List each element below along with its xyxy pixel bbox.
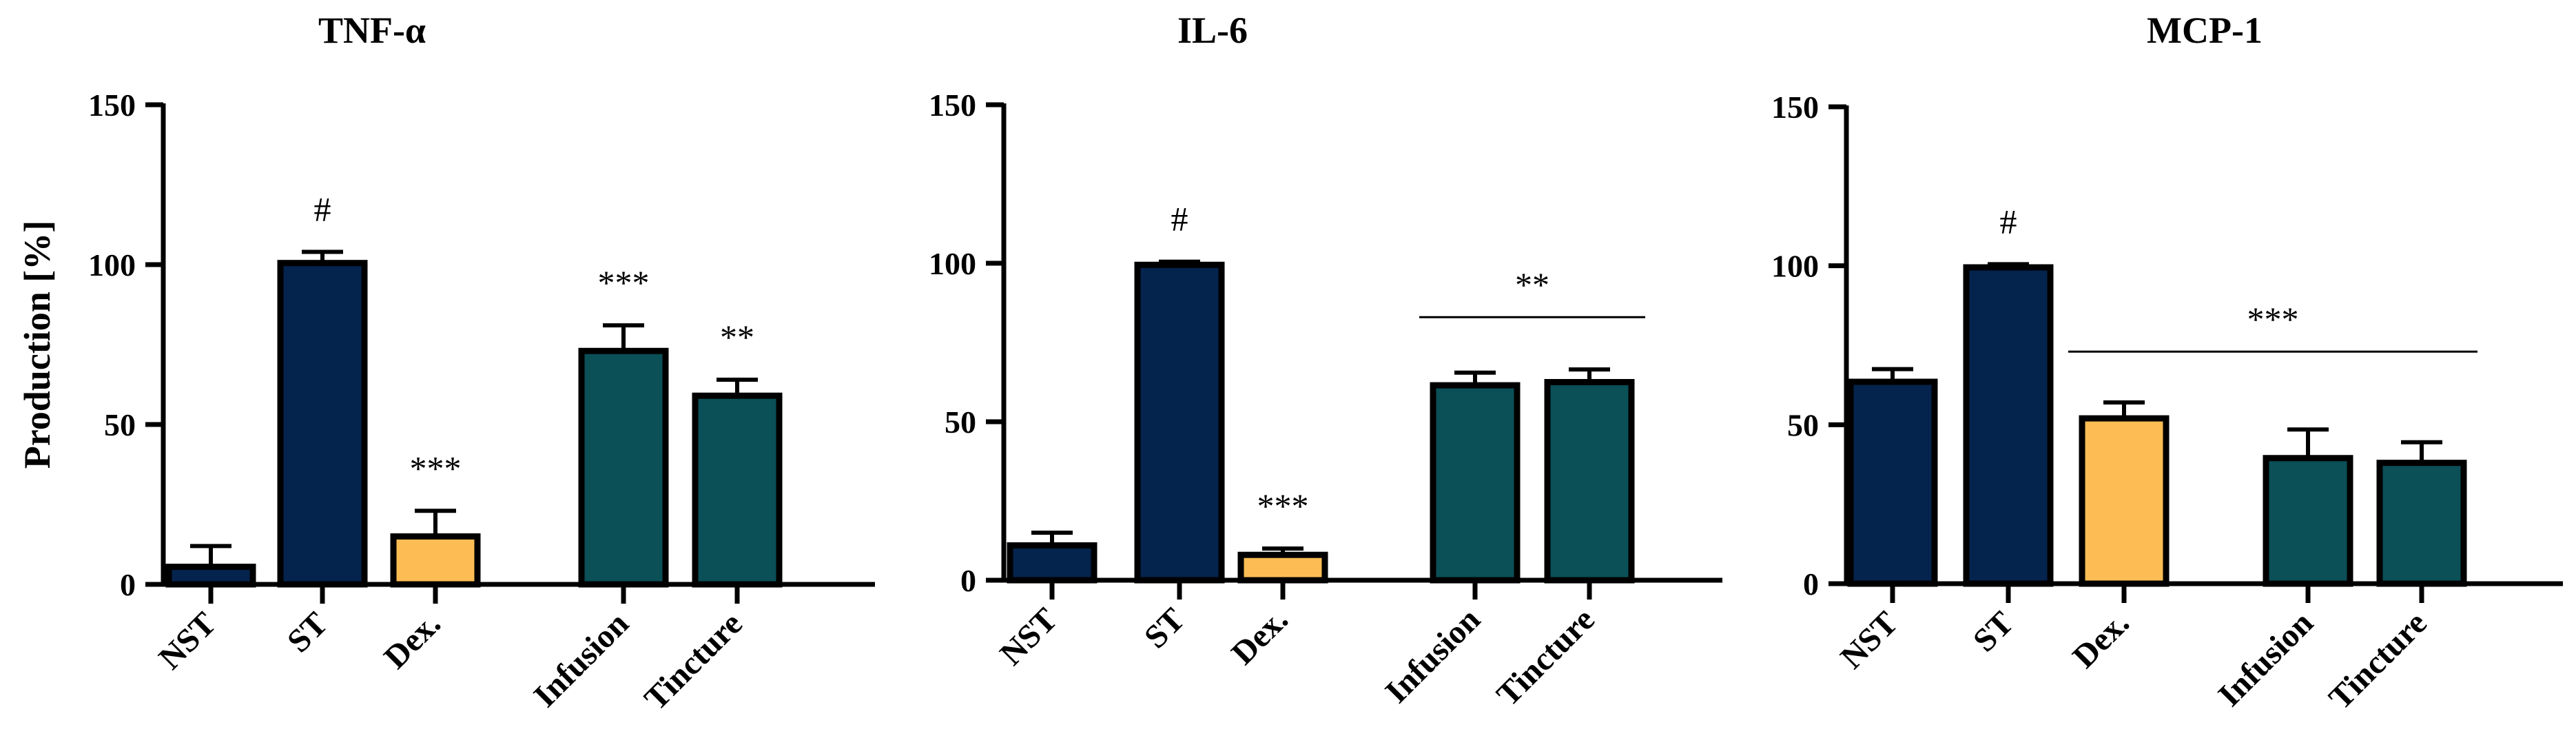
- significance-annotation: ***: [1257, 487, 1309, 525]
- category-label: Dex.: [377, 605, 448, 676]
- bar-tincture: [2376, 460, 2467, 587]
- y-tick-label: 50: [945, 405, 976, 440]
- bar-infusion: [1430, 382, 1521, 584]
- bar-st: [277, 260, 368, 588]
- y-tick-label: 150: [1771, 90, 1819, 125]
- bar-nst: [1847, 378, 1938, 587]
- y-tick-label: 0: [960, 563, 976, 598]
- chart-panel-il-6: IL-6 0 50 100 150 NST ST # Dex. *** Infusion Tinctu…: [929, 10, 1722, 713]
- category-label: Infusion: [1379, 601, 1487, 710]
- significance-annotation: #: [314, 190, 331, 228]
- chart-title: IL-6: [1177, 10, 1248, 51]
- group-significance-annotation: ***: [2247, 300, 2299, 338]
- bar-tincture: [1544, 379, 1635, 584]
- y-tick-label: 150: [88, 88, 136, 123]
- category-label: ST: [280, 605, 335, 659]
- category-label: ST: [1966, 604, 2021, 659]
- y-tick-label: 100: [88, 247, 136, 283]
- significance-annotation: **: [720, 318, 754, 356]
- category-label: Infusion: [2212, 604, 2320, 713]
- group-significance-annotation: **: [1515, 265, 1549, 304]
- y-tick-label: 100: [1771, 249, 1819, 284]
- bar-st: [1134, 261, 1225, 584]
- chart-panel-tnf-alpha: TNF-α Production [%] 0 50 100 150 NST ST # Dex. **…: [17, 10, 875, 717]
- category-label: Tincture: [637, 605, 750, 717]
- y-tick-label: 0: [120, 567, 136, 602]
- significance-annotation: ***: [410, 449, 462, 487]
- bar-dex: [2079, 415, 2170, 587]
- category-label: Tincture: [2322, 604, 2434, 717]
- category-label: Dex.: [2065, 604, 2136, 675]
- category-label: NST: [152, 605, 223, 677]
- chart-title: MCP-1: [2147, 10, 2263, 51]
- bar-dex: [390, 533, 481, 588]
- category-label: NST: [993, 601, 1064, 673]
- y-axis-label: Production [%]: [17, 221, 58, 469]
- bar-st: [1963, 264, 2054, 587]
- bar-tincture: [692, 392, 783, 588]
- bar-dex: [1237, 551, 1328, 584]
- significance-annotation: #: [2000, 202, 2017, 241]
- category-label: Infusion: [527, 605, 636, 714]
- chart-panel-mcp-1: MCP-1 0 50 100 150 NST ST # Dex. Infusion Tincture…: [1771, 10, 2563, 717]
- category-label: Dex.: [1224, 601, 1295, 672]
- y-tick-label: 50: [104, 407, 136, 442]
- bar-infusion: [578, 347, 669, 588]
- y-tick-label: 50: [1787, 407, 1819, 442]
- category-label: Tincture: [1490, 601, 1602, 713]
- bar-nst: [165, 563, 256, 588]
- y-tick-label: 100: [929, 246, 976, 281]
- chart-title: TNF-α: [318, 10, 426, 51]
- bar-nst: [1007, 542, 1098, 584]
- category-label: NST: [1833, 604, 1905, 676]
- y-tick-label: 150: [929, 88, 976, 123]
- bar-infusion: [2263, 455, 2353, 587]
- y-tick-label: 0: [1803, 566, 1819, 602]
- category-label: ST: [1137, 601, 1192, 655]
- significance-annotation: ***: [598, 263, 650, 302]
- significance-annotation: #: [1171, 200, 1188, 238]
